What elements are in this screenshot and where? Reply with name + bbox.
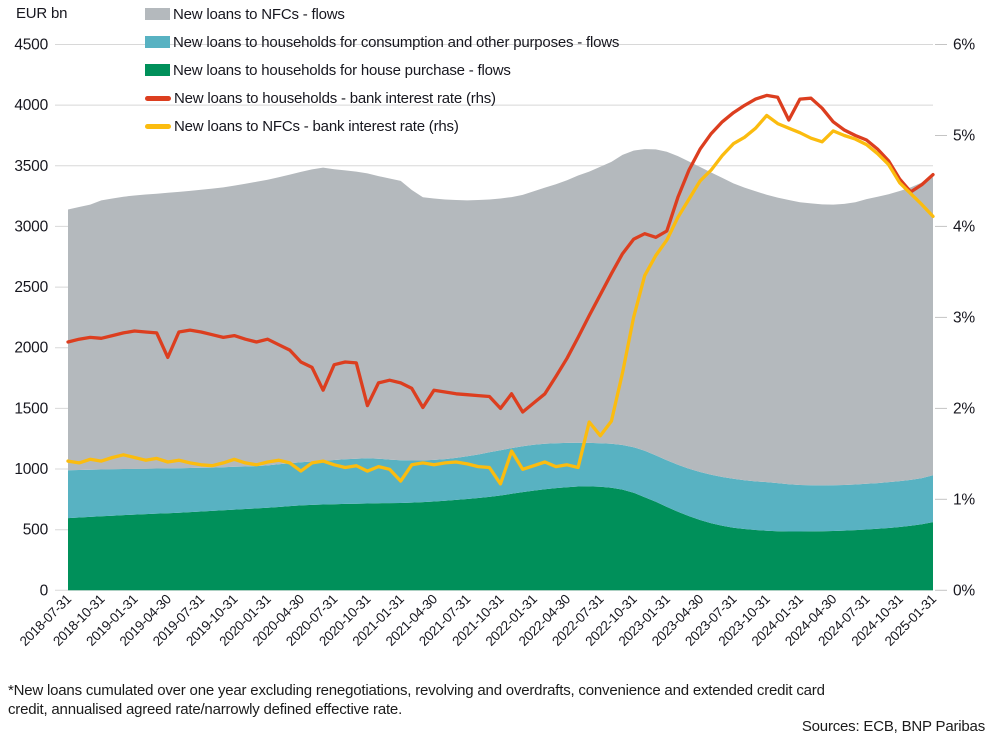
legend-swatch-nfc-flows bbox=[145, 8, 170, 20]
legend-item-households-rate: New loans to households - bank interest … bbox=[145, 84, 619, 112]
right-axis-tick-label: 6% bbox=[953, 37, 975, 54]
right-axis-tick-label: 1% bbox=[953, 491, 975, 508]
left-axis-title: EUR bn bbox=[16, 5, 68, 22]
legend-swatch-consumption-flows bbox=[145, 36, 170, 48]
left-axis-tick-label: 4000 bbox=[14, 97, 48, 114]
line-households-rate bbox=[66, 93, 935, 414]
legend-label: New loans to NFCs - flows bbox=[173, 5, 345, 23]
left-axis-tick-label: 4500 bbox=[14, 37, 48, 54]
area-nfc-flows bbox=[68, 149, 933, 486]
area-house-purchase-flows bbox=[68, 486, 933, 591]
legend-label: New loans to households - bank interest … bbox=[174, 89, 496, 107]
left-axis-tick-label: 3500 bbox=[14, 158, 48, 175]
legend-label: New loans to households for house purcha… bbox=[173, 61, 511, 79]
left-axis-tick-label: 2000 bbox=[14, 340, 48, 357]
line-nfc-rate bbox=[66, 113, 935, 486]
area-consumption-flows bbox=[68, 442, 933, 532]
right-axis-tick-label: 4% bbox=[953, 218, 975, 235]
footnote-line-2: credit, annualised agreed rate/narrowly … bbox=[8, 701, 403, 718]
legend-swatch-households-rate bbox=[145, 95, 171, 101]
left-axis-tick-label: 0 bbox=[40, 582, 49, 599]
legend-item-consumption-flows: New loans to households for consumption … bbox=[145, 28, 619, 56]
right-axis-tick-label: 5% bbox=[953, 128, 975, 145]
right-axis-tick-label: 0% bbox=[953, 582, 975, 599]
left-axis-tick-label: 3000 bbox=[14, 218, 48, 235]
legend-label: New loans to households for consumption … bbox=[173, 33, 620, 51]
legend-swatch-house-purchase-flows bbox=[145, 64, 170, 76]
legend-item-house-purchase-flows: New loans to households for house purcha… bbox=[145, 56, 619, 84]
left-axis-tick-label: 500 bbox=[23, 522, 49, 539]
legend: New loans to NFCs - flows New loans to h… bbox=[145, 0, 619, 140]
footnote: *New loans cumulated over one year exclu… bbox=[8, 681, 825, 719]
legend-item-nfc-flows: New loans to NFCs - flows bbox=[145, 0, 619, 28]
legend-swatch-nfc-rate bbox=[145, 123, 171, 129]
sources-note: Sources: ECB, BNP Paribas bbox=[801, 718, 985, 735]
legend-label: New loans to NFCs - bank interest rate (… bbox=[174, 117, 459, 135]
left-axis-tick-label: 2500 bbox=[14, 279, 48, 296]
right-axis-tick-label: 2% bbox=[953, 400, 975, 417]
left-axis-tick-label: 1500 bbox=[14, 400, 48, 417]
right-axis-tick-label: 3% bbox=[953, 309, 975, 326]
legend-item-nfc-rate: New loans to NFCs - bank interest rate (… bbox=[145, 112, 619, 140]
footnote-line-1: *New loans cumulated over one year exclu… bbox=[8, 682, 825, 699]
left-axis-tick-label: 1000 bbox=[14, 461, 48, 478]
